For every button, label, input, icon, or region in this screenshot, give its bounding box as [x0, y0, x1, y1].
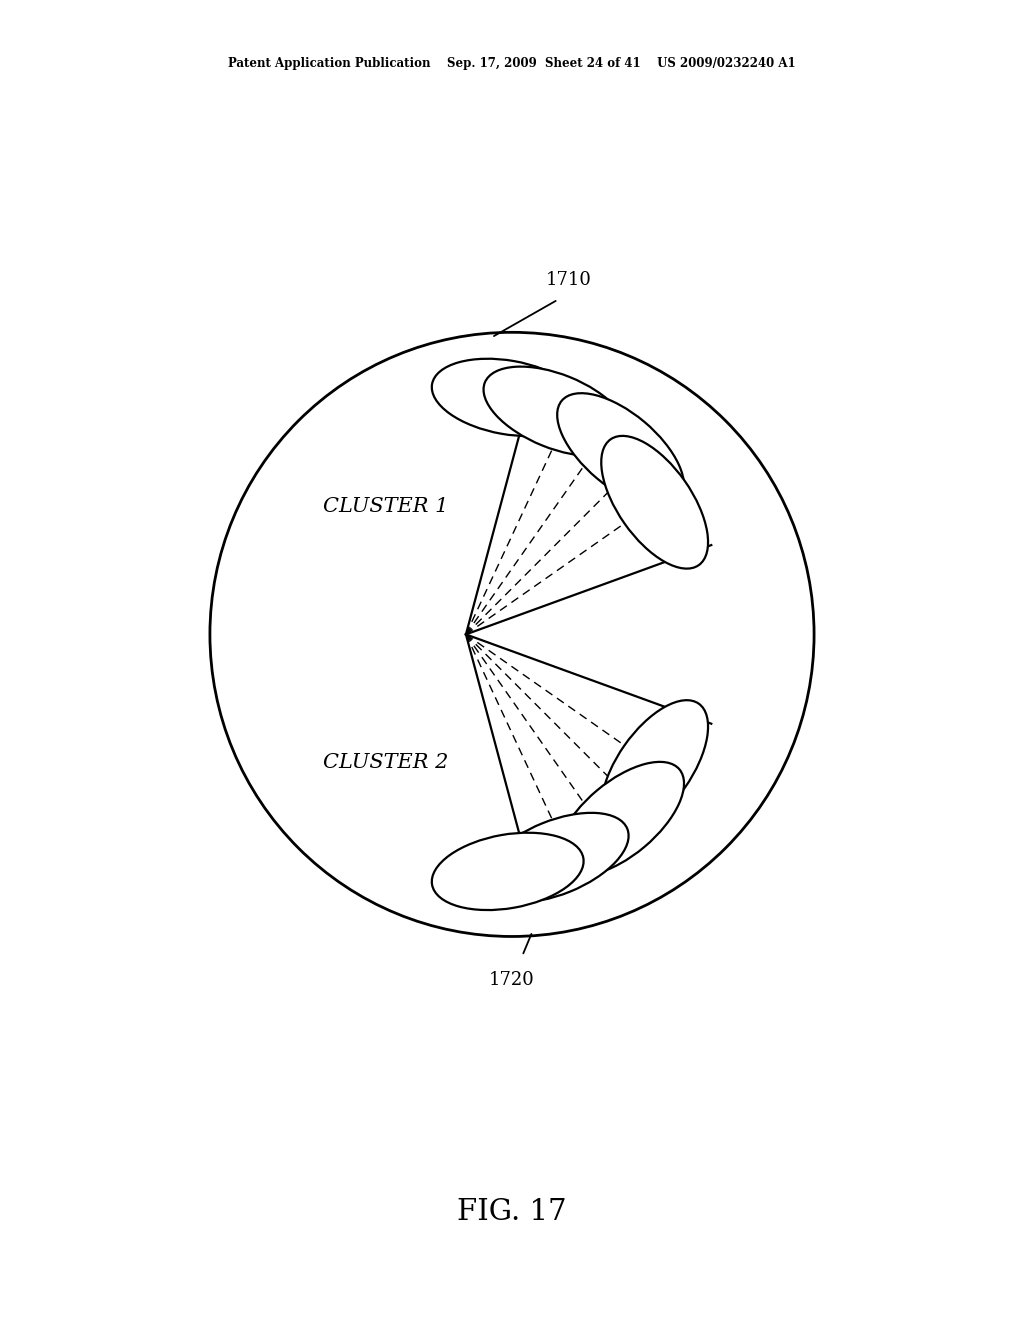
Ellipse shape: [557, 393, 684, 507]
Ellipse shape: [557, 762, 684, 875]
Text: 1720: 1720: [489, 972, 535, 989]
Text: CLUSTER 1: CLUSTER 1: [323, 496, 447, 516]
Text: CLUSTER 2: CLUSTER 2: [323, 752, 447, 772]
Ellipse shape: [432, 359, 584, 436]
Ellipse shape: [601, 436, 708, 569]
Ellipse shape: [483, 813, 629, 902]
Text: Patent Application Publication    Sep. 17, 2009  Sheet 24 of 41    US 2009/02322: Patent Application Publication Sep. 17, …: [228, 57, 796, 70]
Ellipse shape: [432, 833, 584, 909]
Ellipse shape: [483, 367, 629, 455]
Text: 1710: 1710: [546, 272, 591, 289]
Ellipse shape: [601, 700, 708, 833]
Text: FIG. 17: FIG. 17: [457, 1197, 567, 1226]
